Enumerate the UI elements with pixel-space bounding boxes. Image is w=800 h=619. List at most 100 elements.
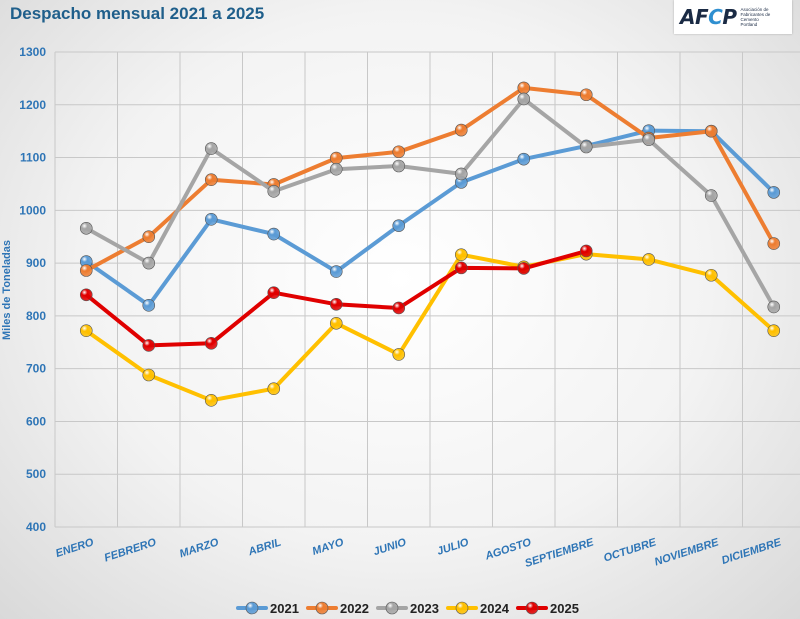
series-line-2024 xyxy=(84,252,776,403)
data-point-2024 xyxy=(767,324,781,337)
data-point-2023 xyxy=(454,167,468,181)
legend-marker xyxy=(525,601,539,615)
data-point-2024 xyxy=(704,268,718,282)
data-point-2021 xyxy=(392,219,406,232)
data-point-2023 xyxy=(767,300,781,314)
data-point-2023 xyxy=(704,189,718,202)
y-tick-label: 400 xyxy=(26,520,46,534)
data-point-2022 xyxy=(142,230,156,244)
y-tick-label: 900 xyxy=(26,256,46,270)
x-tick-label: SEPTIEMBRE xyxy=(523,536,595,570)
series-line-2021 xyxy=(84,128,776,308)
series-line-2022 xyxy=(84,85,776,273)
x-tick-label: ABRIL xyxy=(246,536,283,558)
y-tick-label: 500 xyxy=(26,467,46,481)
data-point-2024 xyxy=(642,253,656,266)
legend-marker xyxy=(385,601,399,615)
data-point-2025 xyxy=(454,261,468,275)
data-point-2022 xyxy=(329,151,343,165)
data-point-2022 xyxy=(204,173,218,187)
legend-marker xyxy=(245,601,259,615)
x-tick-label: ENERO xyxy=(54,536,95,560)
series-2025 xyxy=(79,244,593,352)
data-point-2023 xyxy=(142,256,156,270)
legend: 2021 2022 2023 2024 2025 xyxy=(236,601,579,616)
data-point-2021 xyxy=(204,213,218,226)
data-point-2024 xyxy=(204,394,218,407)
data-point-2024 xyxy=(267,382,281,396)
data-point-2024 xyxy=(392,348,406,361)
data-point-2023 xyxy=(517,92,531,106)
x-tick-label: OCTUBRE xyxy=(602,536,658,564)
y-axis-ticks: 400 500 600 700 800 900 1000 1100 1200 1300 xyxy=(19,45,46,534)
x-tick-label: JUNIO xyxy=(372,536,408,558)
data-point-2022 xyxy=(79,264,93,277)
data-point-2025 xyxy=(267,286,281,299)
data-point-2023 xyxy=(392,159,406,173)
data-point-2023 xyxy=(642,133,656,146)
data-point-2025 xyxy=(329,297,343,311)
y-tick-label: 1100 xyxy=(20,151,46,165)
data-point-2025 xyxy=(392,301,406,315)
y-axis-label: Miles de Toneladas xyxy=(1,240,13,340)
data-point-2021 xyxy=(767,186,781,199)
data-point-2025 xyxy=(204,337,218,350)
legend-label: 2025 xyxy=(550,601,579,616)
data-point-2024 xyxy=(454,248,468,261)
data-point-2022 xyxy=(392,145,406,159)
logo-wordmark: AFCP xyxy=(680,5,737,29)
afcp-logo: AFCP Asociación de Fabricantes de Cement… xyxy=(674,0,792,34)
legend-label: 2021 xyxy=(270,601,299,616)
series-line-2023 xyxy=(84,97,776,309)
data-point-2025 xyxy=(517,262,531,275)
series-2023 xyxy=(79,92,781,314)
data-point-2023 xyxy=(329,162,343,176)
series-2021 xyxy=(79,124,781,312)
x-tick-label: MARZO xyxy=(178,536,220,560)
y-tick-label: 800 xyxy=(26,309,46,323)
data-point-2023 xyxy=(204,142,218,155)
data-point-2025 xyxy=(579,244,593,258)
data-point-2021 xyxy=(517,152,531,166)
data-point-2021 xyxy=(142,299,156,312)
y-tick-label: 700 xyxy=(26,362,46,376)
data-point-2025 xyxy=(79,288,93,302)
data-point-2022 xyxy=(517,81,531,95)
x-axis-ticks: ENERO FEBRERO MARZO ABRIL MAYO JUNIO JULIO AGOS… xyxy=(54,536,783,570)
series-group xyxy=(79,81,781,407)
legend-item-2024: 2024 xyxy=(446,601,510,616)
data-point-2024 xyxy=(79,324,93,337)
x-tick-label: DICIEMBRE xyxy=(720,536,783,567)
legend-item-2025: 2025 xyxy=(516,601,579,616)
x-tick-label: MAYO xyxy=(311,536,346,557)
chart-title: Despacho mensual 2021 a 2025 xyxy=(10,4,265,23)
legend-item-2021: 2021 xyxy=(236,601,299,616)
legend-label: 2024 xyxy=(480,601,510,616)
data-point-2024 xyxy=(142,368,156,382)
legend-item-2023: 2023 xyxy=(376,601,439,616)
y-tick-label: 1000 xyxy=(19,203,46,217)
data-point-2023 xyxy=(79,221,93,235)
x-tick-label: FEBRERO xyxy=(103,536,158,564)
legend-item-2022: 2022 xyxy=(306,601,369,616)
data-point-2023 xyxy=(267,185,281,198)
x-tick-label: NOVIEMBRE xyxy=(653,536,721,568)
x-tick-label: JULIO xyxy=(436,536,471,558)
data-point-2022 xyxy=(454,123,468,137)
data-point-2024 xyxy=(329,316,343,330)
data-point-2023 xyxy=(579,140,593,154)
legend-label: 2022 xyxy=(340,601,369,616)
data-point-2021 xyxy=(329,265,343,278)
data-point-2025 xyxy=(142,339,156,352)
y-tick-label: 600 xyxy=(26,414,46,428)
legend-marker xyxy=(455,601,469,615)
y-tick-label: 1300 xyxy=(19,45,46,59)
data-point-2022 xyxy=(767,237,781,250)
data-point-2022 xyxy=(579,88,593,102)
data-point-2022 xyxy=(704,124,718,138)
legend-marker xyxy=(315,601,329,615)
logo-subtitle: Asociación de Fabricantes de Cemento Por… xyxy=(740,7,771,27)
data-point-2021 xyxy=(267,227,281,241)
legend-label: 2023 xyxy=(410,601,439,616)
